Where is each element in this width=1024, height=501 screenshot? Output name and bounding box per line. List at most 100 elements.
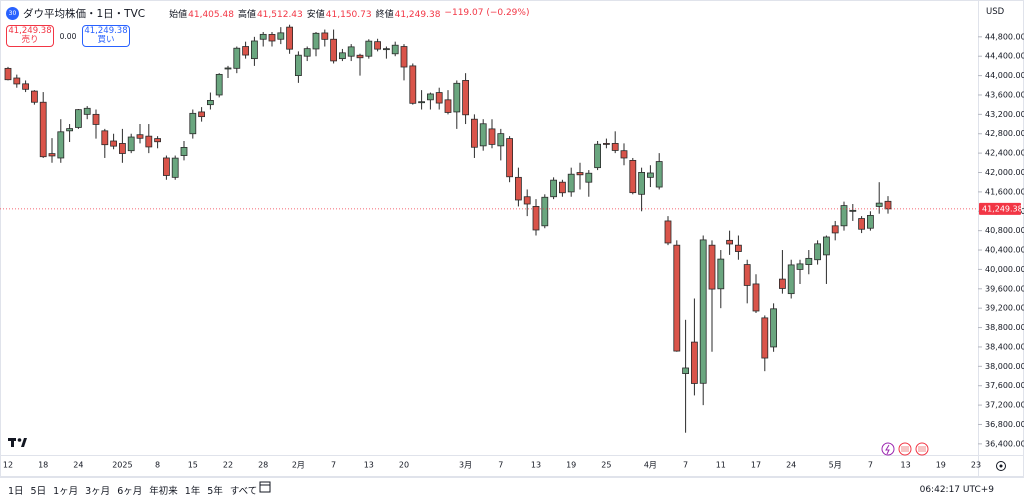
candle-body [506,138,514,178]
tv-logo [8,438,27,447]
candle-body [365,40,373,57]
symbol-badge[interactable]: 30 [6,6,19,20]
range-button[interactable]: 3ヶ月 [85,485,111,497]
ohlc-item: 終値41,249.38 [376,7,441,20]
settings-icon[interactable] [996,461,1006,471]
candle-body [867,215,874,229]
candle-body [559,181,566,194]
range-button[interactable]: すべて [229,485,258,497]
x-tick-label: 17 [751,461,761,470]
range-button[interactable]: 1日 [8,485,24,497]
x-tick-label: 2025 [112,461,132,470]
y-tick-label: 39,600.00 [985,284,1024,293]
candle-body [303,48,311,57]
y-tick-label: 36,400.00 [985,439,1024,448]
candle-body [453,82,461,113]
symbol-header: 30 ダウ平均株価・1日・TVC 始値41,405.48 高値41,512.43… [6,5,529,21]
candle-body [338,52,346,60]
candle-body [224,67,232,70]
buy-label: 買い [97,35,115,45]
y-tick-label: 44,000.00 [985,71,1024,80]
x-tick-label: 7 [498,461,503,470]
x-tick-label: 22 [223,461,233,470]
sell-button[interactable]: 41,249.38 売り [6,25,54,47]
candle-body [233,47,241,69]
spread: 0.00 [59,31,77,41]
candle-body [735,244,742,252]
x-tick-label: 19 [936,461,946,470]
candle-body [259,33,267,40]
y-tick-label: 37,600.00 [985,381,1024,390]
candle-body [787,264,795,295]
candle-body [418,101,426,104]
candle-body [515,176,522,201]
candle-body [145,135,153,148]
range-button[interactable]: 6ヶ月 [117,485,143,497]
price-change: −119.07 (−0.29%) [444,8,530,18]
ohlc-value: 41,512.43 [256,9,303,20]
candle-body [409,65,417,104]
candle-body [330,38,338,62]
candle-body [286,26,294,50]
candle-body [682,367,689,374]
ohlc-label: 終値 [375,9,394,20]
ohlc-value: 41,405.48 [188,9,234,20]
candle-body [400,46,408,68]
candle-body [242,46,250,56]
y-tick-label: 43,200.00 [985,110,1024,119]
candle-body [603,143,610,145]
y-tick-label: 40,800.00 [985,226,1024,235]
chart-frame [0,0,1024,477]
trade-panel: 41,249.38 売り 0.00 41,249.38 買い [6,25,130,47]
y-tick-label: 38,400.00 [985,342,1024,351]
y-tick-label: 44,800.00 [985,32,1024,41]
candle-body [611,143,619,151]
candle-body [294,54,302,76]
y-tick-label: 38,800.00 [985,323,1024,332]
candle-body [4,67,12,81]
candle-body [691,341,698,384]
candle-body [321,32,329,40]
x-tick-label: 7 [868,461,873,470]
candle-body [374,41,382,50]
candle-body [22,83,30,90]
candle-body [154,138,162,143]
candle-body [347,46,355,57]
range-button[interactable]: 年初来 [149,485,178,497]
x-tick-label: 11 [716,461,726,470]
candle-body [875,202,883,207]
x-tick-label: 24 [73,461,83,470]
x-tick-label: 7 [683,461,688,470]
candle-body [761,317,769,359]
candle-body [523,196,531,205]
candle-body [664,220,672,244]
range-button[interactable]: 5年 [207,485,223,497]
sell-label: 売り [21,35,39,45]
candle-body [620,150,628,159]
ohlc-item: 始値41,405.48 [169,7,234,20]
candle-body [215,73,223,96]
candle-body [708,244,716,290]
x-tick-label: 7 [331,461,336,470]
buy-price: 41,249.38 [84,26,128,36]
candle-body [752,283,760,312]
candle-body [532,206,540,231]
event-icons[interactable] [881,442,929,456]
calendar-icon[interactable] [259,481,271,493]
y-tick-label: 41,600.00 [985,187,1024,196]
candle-body [594,143,601,169]
candle-body [647,172,654,178]
range-button[interactable]: 1年 [184,485,201,497]
candle-body [840,205,848,227]
x-tick-label: 28 [258,461,268,470]
buy-button[interactable]: 41,249.38 買い [82,25,130,47]
x-tick-label: 12 [3,461,13,470]
y-tick-label: 42,800.00 [985,129,1024,138]
symbol-title[interactable]: ダウ平均株価・1日・TVC [23,7,146,20]
range-button[interactable]: 1ヶ月 [53,485,79,497]
range-button[interactable]: 5日 [30,485,47,497]
y-tick-label: 39,200.00 [985,304,1024,313]
currency-button[interactable]: USD [986,7,1005,17]
candle-body [180,147,188,156]
